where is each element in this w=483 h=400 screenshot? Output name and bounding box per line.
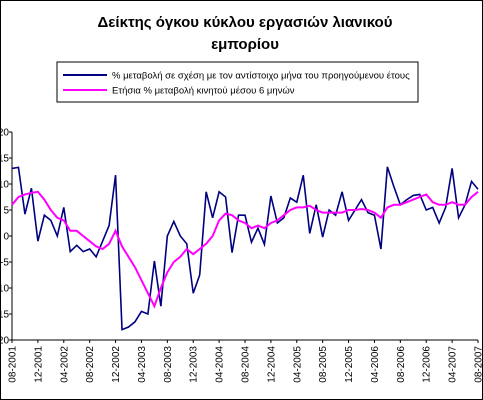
y-tick-label: 20: [0, 128, 9, 139]
x-tick-label: 04-2005: [292, 346, 303, 383]
x-tick-label: 12-2005: [344, 346, 355, 383]
x-tick-label: 08-2003: [163, 346, 174, 383]
x-tick-label: 12-2003: [189, 346, 200, 383]
x-tick-label: 12-2004: [266, 346, 277, 383]
legend-label: % μεταβολή σε σχέση με τον αντίστοιχο μή…: [112, 71, 410, 82]
legend-box: [56, 61, 419, 103]
y-tick-label: 5: [3, 206, 9, 217]
x-tick-label: 04-2006: [370, 346, 381, 383]
x-tick-label: 04-2002: [59, 346, 70, 383]
x-tick-label: 08-2005: [318, 346, 329, 383]
y-tick-label: -20: [0, 336, 9, 347]
x-tick-label: 04-2003: [137, 346, 148, 383]
x-tick-label: 12-2002: [111, 346, 122, 383]
y-tick-label: 0: [3, 232, 9, 243]
x-tick-label: 08-2006: [396, 346, 407, 383]
x-tick-label: 12-2001: [33, 346, 44, 383]
x-tick-label: 04-2004: [215, 346, 226, 383]
y-tick-label: -15: [0, 310, 9, 321]
y-tick-label: 15: [0, 154, 9, 165]
x-tick-label: 08-2007: [474, 346, 483, 383]
x-tick-label: 12-2006: [422, 346, 433, 383]
legend-label: Ετήσια % μεταβολή κινητού μέσου 6 μηνών: [112, 86, 295, 97]
chart-title: Δείκτης όγκου κύκλου εργασιών λιανικού ε…: [97, 14, 393, 53]
x-tick-label: 08-2002: [85, 346, 96, 383]
y-tick-label: -10: [0, 284, 9, 295]
x-tick-label: 04-2007: [448, 346, 459, 383]
series-line: [11, 166, 479, 331]
y-tick-label: 10: [0, 180, 9, 191]
y-tick-label: -5: [0, 258, 9, 269]
x-tick-label: 08-2004: [241, 346, 252, 383]
x-tick-label: 08-2001: [8, 346, 19, 383]
series-line: [11, 190, 479, 309]
legend: % μεταβολή σε σχέση με τον αντίστοιχο μή…: [63, 71, 410, 97]
